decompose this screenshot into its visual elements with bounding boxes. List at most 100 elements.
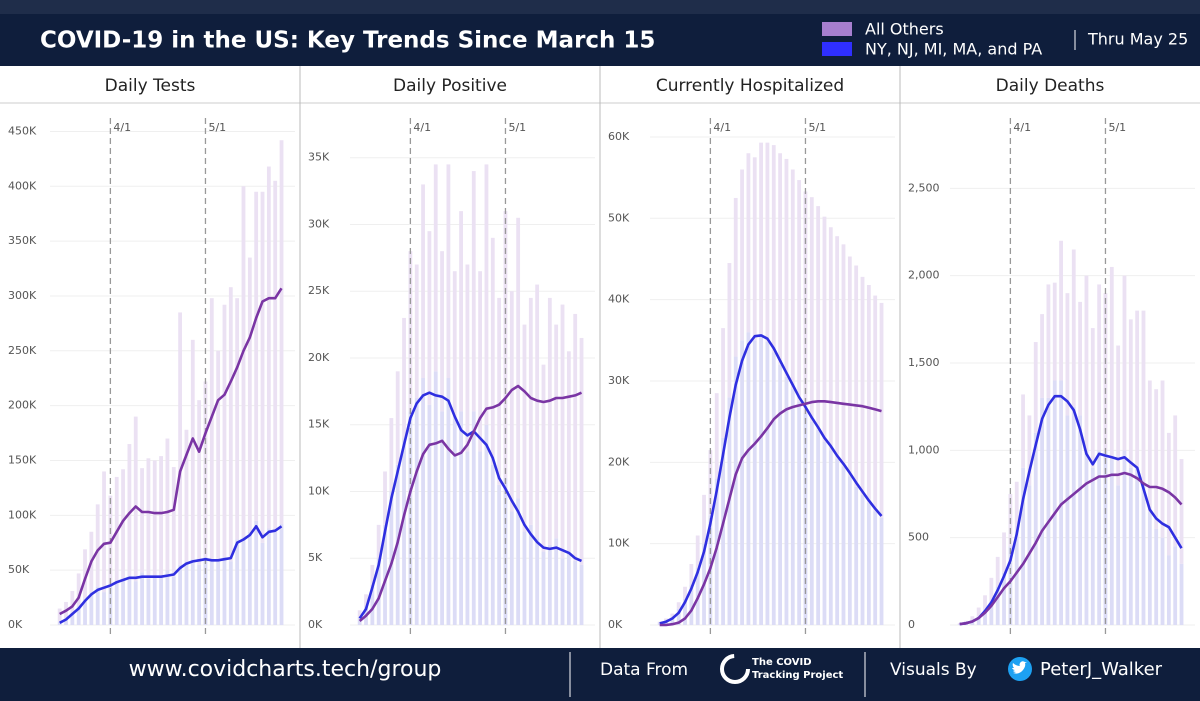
avg-line [59, 287, 283, 616]
daily-bar [816, 429, 821, 625]
daily-bar [746, 153, 751, 333]
daily-bar [1166, 555, 1171, 625]
daily-bar [279, 524, 284, 625]
daily-bar [127, 444, 132, 576]
y-tick-label: 15K [308, 418, 330, 431]
daily-bar [1173, 546, 1178, 625]
daily-bar [860, 276, 865, 495]
y-tick-label: 30K [608, 374, 630, 387]
y-tick-label: 35K [308, 151, 330, 164]
daily-bar [1033, 342, 1038, 433]
daily-bar [184, 561, 189, 625]
daily-bar [657, 622, 662, 625]
daily-bar [140, 572, 144, 625]
daily-bar [879, 517, 884, 625]
daily-bar [64, 618, 68, 625]
daily-bar [1179, 459, 1184, 564]
daily-bar [579, 564, 584, 625]
y-tick-label: 1,000 [908, 443, 940, 456]
panel-title: Daily Deaths [996, 76, 1105, 96]
daily-bar [197, 564, 202, 625]
daily-bar [759, 142, 763, 334]
date-marker-label: 5/1 [508, 121, 526, 134]
daily-bar [89, 592, 94, 625]
daily-bar [822, 216, 827, 442]
daily-bar [847, 476, 852, 625]
daily-bar [165, 438, 170, 571]
y-tick-label: 250K [8, 344, 37, 357]
daily-bar [184, 429, 189, 562]
daily-bar [273, 180, 278, 532]
daily-bar [178, 312, 183, 565]
daily-bar [566, 551, 571, 625]
daily-bar [828, 227, 833, 451]
daily-bar [497, 484, 502, 625]
date-marker-label: 4/1 [713, 121, 731, 134]
daily-bar [121, 578, 125, 625]
avg-line [659, 400, 882, 627]
daily-bar [790, 169, 795, 390]
site-url[interactable]: www.covidcharts.tech/group [129, 657, 442, 682]
daily-bar [547, 544, 552, 625]
daily-bar [273, 531, 278, 625]
daily-bar [1046, 284, 1051, 398]
daily-bar [364, 594, 368, 607]
daily-bar [1160, 380, 1165, 538]
daily-bar [721, 437, 725, 625]
date-marker-label: 4/1 [413, 121, 431, 134]
daily-bar [76, 573, 81, 607]
daily-bar [235, 298, 240, 540]
daily-bar [247, 531, 252, 625]
author[interactable]: PeterJ_Walker [1040, 659, 1163, 680]
daily-bar [1166, 432, 1171, 556]
daily-bar [771, 145, 776, 353]
daily-bar [241, 537, 246, 625]
daily-bar [260, 542, 265, 625]
daily-bar [746, 332, 751, 625]
y-tick-label: 0 [908, 618, 915, 631]
daily-bar [835, 458, 840, 625]
daily-bar [216, 350, 221, 560]
y-tick-label: 25K [308, 284, 330, 297]
y-tick-label: 350K [8, 234, 37, 247]
daily-bar [522, 324, 527, 532]
daily-bar [866, 502, 871, 625]
daily-bar [676, 602, 681, 609]
daily-bar [433, 164, 438, 372]
daily-bar [190, 339, 195, 560]
y-tick-label: 20K [608, 455, 630, 468]
daily-bar [279, 140, 284, 525]
y-tick-label: 400K [8, 179, 37, 192]
daily-bar [957, 624, 962, 625]
daily-bar [1027, 415, 1032, 486]
daily-bar [241, 186, 246, 538]
daily-bar [197, 400, 202, 565]
daily-bar [484, 424, 489, 625]
daily-bar [440, 411, 444, 625]
daily-bar [209, 561, 214, 625]
daily-bar [389, 491, 394, 625]
daily-bar [478, 451, 483, 625]
daily-bar [114, 581, 119, 625]
avg-line [358, 384, 583, 622]
daily-bar [771, 352, 776, 625]
y-tick-label: 50K [608, 211, 630, 224]
y-tick-label: 10K [308, 484, 330, 497]
daily-bar [1002, 532, 1006, 573]
daily-bar [1122, 275, 1127, 451]
daily-bar [76, 606, 81, 625]
daily-bar [1141, 485, 1146, 625]
daily-bar [983, 609, 987, 625]
panel-title: Daily Positive [393, 76, 507, 96]
daily-bar [216, 559, 221, 625]
daily-bar [1090, 467, 1095, 625]
daily-bar [247, 257, 252, 532]
daily-bar [828, 450, 833, 625]
daily-bar [376, 558, 381, 625]
daily-bar [535, 284, 540, 539]
daily-bar [528, 524, 533, 625]
y-tick-label: 100K [8, 508, 37, 521]
daily-bar [1173, 415, 1178, 547]
